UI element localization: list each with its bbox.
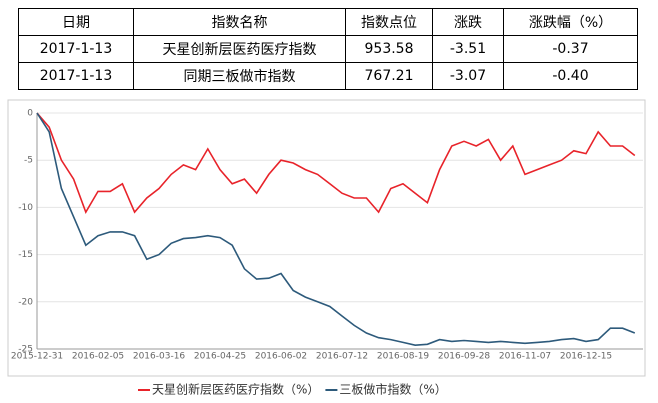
table-row: 2017-1-13 天星创新层医药医疗指数 953.58 -3.51 -0.37: [18, 35, 638, 63]
x-tick-label: 2016-06-02: [255, 352, 307, 362]
x-tick-label: 2016-08-19: [377, 352, 430, 362]
header-cell: 日期: [18, 8, 134, 36]
cell: 767.21: [345, 62, 433, 90]
x-tick-label: 2015-12-31: [11, 352, 63, 362]
y-tick-label: -25: [18, 345, 33, 355]
header-cell: 指数名称: [133, 8, 346, 36]
x-tick-label: 2016-03-16: [133, 352, 186, 362]
cell: -3.07: [432, 62, 504, 90]
y-tick-label: -10: [18, 203, 33, 213]
cell: 天星创新层医药医疗指数: [133, 35, 346, 63]
x-tick-label: 2016-04-25: [194, 352, 246, 362]
cell: -0.40: [503, 62, 638, 90]
table-row: 2017-1-13 同期三板做市指数 767.21 -3.07 -0.40: [18, 62, 638, 90]
header-cell: 涨跌幅（%）: [503, 8, 638, 36]
y-tick-label: -5: [24, 156, 33, 166]
cell: 2017-1-13: [18, 62, 134, 90]
y-tick-label: -20: [18, 297, 33, 307]
legend-label: 天星创新层医药医疗指数（%）: [152, 382, 319, 397]
cell: 同期三板做市指数: [133, 62, 346, 90]
series-line: [36, 112, 636, 347]
series-line: [36, 112, 636, 214]
x-tick-label: 2016-12-15: [560, 352, 612, 362]
header-cell: 涨跌: [432, 8, 504, 36]
cell: -3.51: [432, 35, 504, 63]
x-tick-label: 2016-02-05: [72, 352, 124, 362]
y-tick-label: 0: [27, 109, 33, 119]
x-tick-label: 2016-11-07: [499, 352, 551, 362]
table-header: 日期 指数名称 指数点位 涨跌 涨跌幅（%）: [18, 8, 638, 36]
legend-label: 三板做市指数（%）: [339, 382, 446, 397]
y-tick-label: -15: [18, 250, 33, 260]
x-tick-label: 2016-09-28: [438, 352, 491, 362]
cell: -0.37: [503, 35, 638, 63]
index-table: 日期 指数名称 指数点位 涨跌 涨跌幅（%） 2017-1-13 天星创新层医药…: [18, 8, 638, 90]
chart-frame: [7, 99, 646, 377]
x-tick-label: 2016-07-12: [316, 352, 368, 362]
cell: 953.58: [345, 35, 433, 63]
